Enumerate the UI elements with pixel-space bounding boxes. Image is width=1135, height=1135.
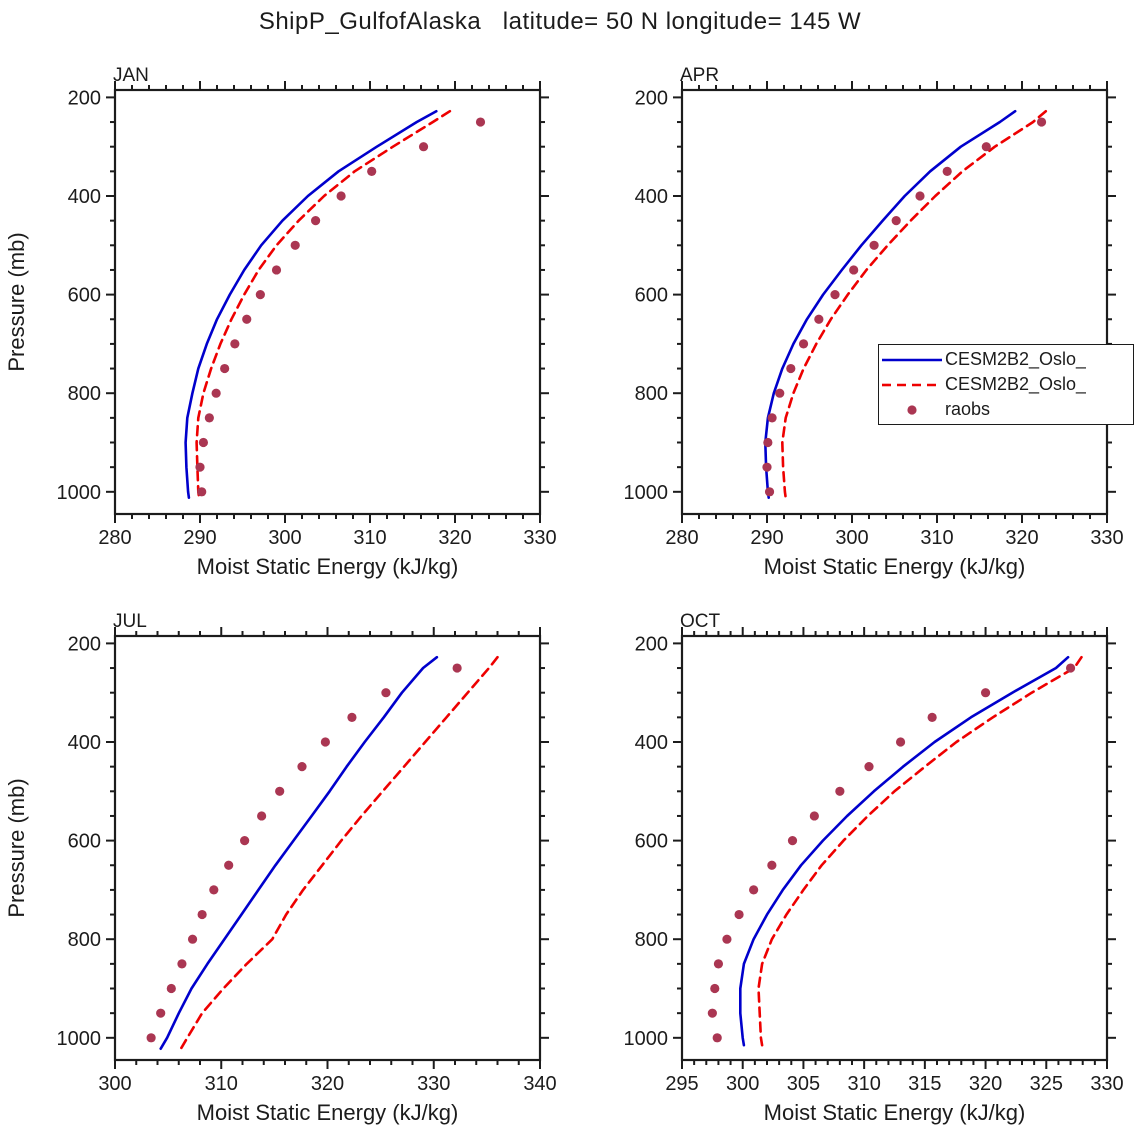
legend-row-model-dashed: CESM2B2_Oslo_ xyxy=(881,372,1133,397)
svg-text:Moist Static Energy (kJ/kg): Moist Static Energy (kJ/kg) xyxy=(197,1100,459,1125)
svg-text:1000: 1000 xyxy=(57,1028,102,1050)
svg-text:400: 400 xyxy=(635,732,668,754)
svg-text:Pressure (mb): Pressure (mb) xyxy=(4,778,29,917)
svg-text:300: 300 xyxy=(726,1073,759,1095)
svg-text:400: 400 xyxy=(68,732,101,754)
svg-text:Moist Static Energy (kJ/kg): Moist Static Energy (kJ/kg) xyxy=(197,554,459,579)
svg-text:320: 320 xyxy=(438,527,471,549)
svg-text:320: 320 xyxy=(969,1073,1002,1095)
svg-text:330: 330 xyxy=(417,1073,450,1095)
svg-text:300: 300 xyxy=(835,527,868,549)
svg-text:330: 330 xyxy=(1090,1073,1123,1095)
svg-text:310: 310 xyxy=(353,527,386,549)
svg-text:600: 600 xyxy=(635,831,668,853)
svg-text:JAN: JAN xyxy=(113,65,149,86)
svg-text:600: 600 xyxy=(68,285,101,307)
svg-text:200: 200 xyxy=(68,87,101,109)
svg-text:200: 200 xyxy=(68,633,101,655)
svg-text:JUL: JUL xyxy=(113,611,147,632)
svg-text:Moist Static Energy (kJ/kg): Moist Static Energy (kJ/kg) xyxy=(764,554,1026,579)
svg-text:295: 295 xyxy=(665,1073,698,1095)
svg-text:325: 325 xyxy=(1030,1073,1063,1095)
panel-oct-plot: 295 300 305 310 315 320 325 330 200 400 600 800 1000… xyxy=(624,611,1124,1125)
chart-title: ShipP_GulfofAlaska latitude= 50 N longit… xyxy=(258,8,862,35)
svg-text:APR: APR xyxy=(680,65,719,86)
svg-text:340: 340 xyxy=(523,1073,556,1095)
legend-label-raobs: raobs xyxy=(945,399,991,419)
svg-text:315: 315 xyxy=(908,1073,941,1095)
svg-text:310: 310 xyxy=(920,527,953,549)
legend-row-model-solid: CESM2B2_Oslo_ xyxy=(881,347,1133,372)
panel-apr-plot: 280 290 300 310 320 330 200 400 600 800 1000 APR Moi… xyxy=(624,65,1124,579)
svg-text:800: 800 xyxy=(635,383,668,405)
svg-text:320: 320 xyxy=(311,1073,344,1095)
svg-text:Pressure (mb): Pressure (mb) xyxy=(4,232,29,371)
svg-text:290: 290 xyxy=(183,527,216,549)
svg-text:400: 400 xyxy=(68,186,101,208)
svg-text:800: 800 xyxy=(68,929,101,951)
panel-jul-plot: 300 310 320 330 340 200 400 600 800 1000 JUL Moist … xyxy=(4,611,557,1125)
svg-text:330: 330 xyxy=(1090,527,1123,549)
svg-text:400: 400 xyxy=(635,186,668,208)
svg-text:800: 800 xyxy=(635,929,668,951)
svg-text:330: 330 xyxy=(523,527,556,549)
svg-text:290: 290 xyxy=(750,527,783,549)
svg-text:300: 300 xyxy=(98,1073,131,1095)
legend-solid-line-sample xyxy=(882,358,942,361)
svg-text:200: 200 xyxy=(635,87,668,109)
svg-text:OCT: OCT xyxy=(680,611,721,632)
svg-text:320: 320 xyxy=(1005,527,1038,549)
legend-dashed-line-sample xyxy=(882,383,942,386)
legend-label-model-dashed: CESM2B2_Oslo_ xyxy=(945,374,1087,394)
svg-text:600: 600 xyxy=(635,285,668,307)
panel-jan-plot: 280 290 300 310 320 330 200 400 600 800 1000 JAN Moi… xyxy=(4,65,557,579)
svg-text:280: 280 xyxy=(665,527,698,549)
svg-text:280: 280 xyxy=(98,527,131,549)
svg-text:300: 300 xyxy=(268,527,301,549)
legend: CESM2B2_Oslo_ CESM2B2_Oslo_ raobs xyxy=(878,344,1134,425)
svg-text:1000: 1000 xyxy=(57,482,102,504)
legend-dot-sample xyxy=(907,404,917,415)
legend-row-raobs: raobs xyxy=(881,397,1133,422)
svg-text:310: 310 xyxy=(205,1073,238,1095)
svg-text:1000: 1000 xyxy=(624,1028,669,1050)
svg-text:305: 305 xyxy=(787,1073,820,1095)
svg-text:600: 600 xyxy=(68,831,101,853)
svg-text:1000: 1000 xyxy=(624,482,669,504)
svg-text:Moist Static Energy (kJ/kg): Moist Static Energy (kJ/kg) xyxy=(764,1100,1026,1125)
svg-text:800: 800 xyxy=(68,383,101,405)
svg-text:310: 310 xyxy=(847,1073,880,1095)
legend-label-model-solid: CESM2B2_Oslo_ xyxy=(945,349,1087,369)
svg-text:200: 200 xyxy=(635,633,668,655)
